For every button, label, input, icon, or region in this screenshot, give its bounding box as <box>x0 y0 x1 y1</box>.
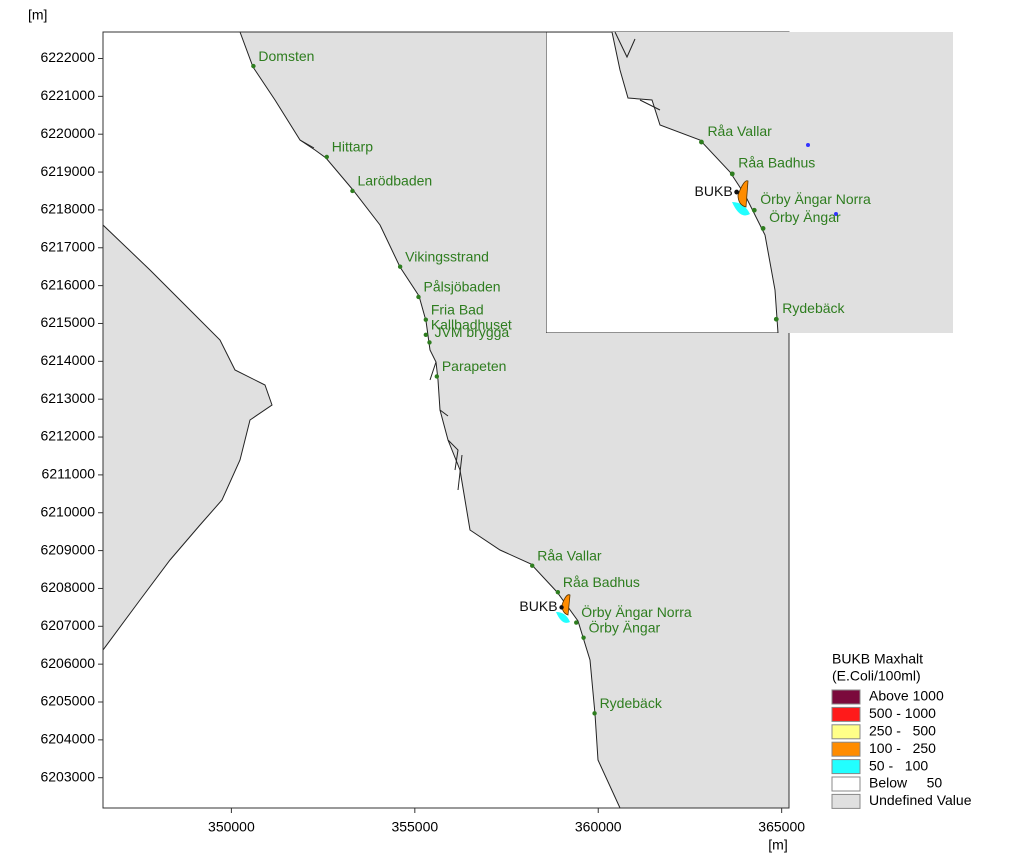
legend-swatch <box>831 776 861 792</box>
legend-swatch <box>831 689 861 705</box>
station-dot <box>324 154 329 160</box>
station-label: Fria Bad <box>431 301 484 317</box>
station-dot <box>251 63 256 69</box>
x-tick-label: 350000 <box>208 819 255 835</box>
legend-label: 50 - 100 <box>869 757 928 773</box>
station-label: BUKB <box>519 598 557 614</box>
station-dot <box>592 711 597 716</box>
y-tick-label: 6205000 <box>40 693 95 709</box>
station-label: Larödbaden <box>357 173 432 189</box>
inset-station-label: Örby Ängar <box>769 208 841 225</box>
station-dot <box>581 635 586 640</box>
inset-station-label: Rydebäck <box>782 300 845 316</box>
y-tick-label: 6209000 <box>40 541 95 557</box>
legend-title: BUKB Maxhalt <box>832 651 923 667</box>
y-tick-label: 6208000 <box>40 579 95 595</box>
legend-swatch <box>831 741 861 757</box>
y-tick-label: 6218000 <box>40 201 95 217</box>
station-label: Domsten <box>258 48 314 64</box>
station-label: Örby Ängar <box>589 618 661 635</box>
inset-station-label: Råa Badhus <box>738 155 815 171</box>
y-tick-label: 6214000 <box>40 352 95 368</box>
inset-station-dot <box>760 225 766 231</box>
station-dot <box>559 605 564 610</box>
y-tick-label: 6219000 <box>40 163 95 179</box>
legend: BUKB Maxhalt (E.Coli/100ml) Above 100050… <box>831 651 972 809</box>
plot-frame <box>102 31 790 809</box>
station-label: Pålsjöbaden <box>423 279 500 295</box>
legend-swatch <box>831 724 861 740</box>
y-tick-label: 6211000 <box>42 466 96 482</box>
legend-label: Undefined Value <box>869 792 972 808</box>
y-tick-label: 6217000 <box>40 238 95 254</box>
y-tick-label: 6207000 <box>40 617 95 633</box>
legend-label: Below 50 <box>869 775 942 791</box>
station-dot <box>350 188 355 194</box>
inset-station-dot <box>699 139 704 145</box>
legend-label: 250 - 500 <box>869 723 936 739</box>
y-tick-label: 6220000 <box>40 125 95 141</box>
station-dot <box>423 317 429 322</box>
x-tick-label: 360000 <box>575 819 622 835</box>
station-label: JVM brygga <box>434 324 509 340</box>
station-label: Hittarp <box>332 139 373 155</box>
inset-station-dot <box>773 316 779 322</box>
inset-station-dot <box>729 171 735 177</box>
station-dot <box>423 332 429 338</box>
station-label: Parapeten <box>442 358 507 374</box>
inset-map: Råa Vallar Råa Badhus BUKB Örby Ängar Norra… <box>546 31 953 333</box>
station-label: Vikingsstrand <box>405 248 489 264</box>
station-dot <box>574 620 579 625</box>
legend-label: 100 - 250 <box>869 740 936 756</box>
legend-subtitle: (E.Coli/100ml) <box>832 668 921 684</box>
inset-station-label: Råa Vallar <box>707 123 772 139</box>
inset-station-dot <box>751 207 757 213</box>
y-tick-label: 6204000 <box>40 731 95 747</box>
station-label: Kallbadhuset <box>431 317 512 333</box>
station-label: Råa Badhus <box>563 574 640 590</box>
station-dot <box>555 590 561 595</box>
station-dot <box>530 563 535 568</box>
legend-label: 500 - 1000 <box>869 705 936 721</box>
inset-station-label: Örby Ängar Norra <box>760 190 871 207</box>
y-tick-label: 6210000 <box>40 503 95 519</box>
station-dot <box>397 264 403 269</box>
y-axis-unit: [m] <box>28 7 47 23</box>
legend-swatch <box>831 793 861 809</box>
y-tick-label: 6203000 <box>40 768 95 784</box>
station-dot <box>434 374 440 379</box>
station-label: Örby Ängar Norra <box>581 603 692 620</box>
y-tick-label: 6221000 <box>40 87 95 103</box>
station-dot <box>416 294 421 300</box>
legend-swatch <box>831 706 861 722</box>
y-tick-label: 6212000 <box>40 428 95 444</box>
inset-station-dot <box>734 189 740 195</box>
y-tick-label: 6215000 <box>40 314 95 330</box>
x-tick-label: 365000 <box>758 819 805 835</box>
y-tick-label: 6213000 <box>40 390 95 406</box>
inset-station-label: BUKB <box>695 183 733 199</box>
legend-swatch <box>831 759 861 775</box>
legend-label: Above 1000 <box>869 688 944 704</box>
y-tick-label: 6206000 <box>40 655 95 671</box>
station-label: Råa Vallar <box>537 547 602 563</box>
x-axis-unit: [m] <box>768 837 787 853</box>
x-tick-label: 355000 <box>391 819 438 835</box>
y-tick-label: 6222000 <box>40 49 95 65</box>
station-label: Rydebäck <box>600 695 663 711</box>
station-dot <box>427 340 432 345</box>
y-tick-label: 6216000 <box>40 276 95 292</box>
